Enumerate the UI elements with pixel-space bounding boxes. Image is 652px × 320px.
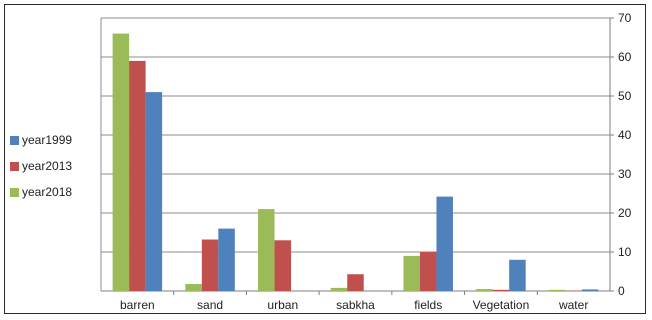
bar-year2013-barren	[129, 60, 146, 292]
bar-year2018-fields	[403, 255, 420, 291]
bar-year1999-sand	[218, 228, 235, 291]
bar-year1999-water	[581, 289, 599, 291]
y-tick-label: 0	[618, 284, 625, 298]
chart-frame	[4, 4, 646, 314]
bar-year2018-urban	[258, 209, 275, 291]
bar-year2018-vegetation	[476, 289, 493, 291]
y-tick-label: 60	[618, 50, 632, 64]
legend-item-year1999: year1999	[10, 127, 72, 153]
x-tick-label: sabkha	[336, 298, 375, 312]
legend-swatch	[10, 135, 19, 145]
y-tick-label: 40	[618, 128, 632, 142]
legend-item-year2013: year2013	[10, 153, 72, 179]
legend-label: year2018	[22, 185, 73, 199]
bar-year2013-sabkha	[347, 274, 364, 291]
legend-item-year2018: year2018	[10, 179, 72, 205]
bar-year2018-sand	[185, 283, 202, 291]
x-tick-label: sand	[197, 298, 223, 312]
bar-year1999-vegetation	[509, 259, 526, 291]
y-tick-label: 20	[618, 206, 632, 220]
bar-year2013-sand	[201, 239, 219, 291]
bar-year1999-barren	[145, 92, 163, 291]
x-tick-label: barren	[120, 298, 155, 312]
bar-year2013-urban	[274, 240, 292, 291]
x-tick-label: Vegetation	[473, 298, 530, 312]
legend-swatch	[10, 161, 19, 171]
y-tick-label: 70	[618, 11, 632, 25]
legend-label: year2013	[22, 159, 73, 173]
y-tick-label: 30	[618, 167, 632, 181]
legend-label: year1999	[22, 133, 73, 147]
legend: year1999 year2013 year2018	[10, 127, 72, 205]
bar-year2018-water	[548, 289, 566, 291]
bar-year2018-barren	[112, 33, 130, 291]
x-tick-label: urban	[267, 298, 298, 312]
bar-year2013-fields	[419, 252, 437, 291]
x-tick-label: water	[558, 298, 588, 312]
y-tick-label: 10	[618, 245, 632, 259]
bar-year2018-sabkha	[330, 287, 348, 291]
x-tick-label: fields	[414, 298, 442, 312]
bar-year2013-vegetation	[492, 289, 510, 291]
bar-year1999-fields	[436, 196, 453, 291]
legend-swatch	[10, 187, 19, 197]
y-tick-label: 50	[618, 89, 632, 103]
